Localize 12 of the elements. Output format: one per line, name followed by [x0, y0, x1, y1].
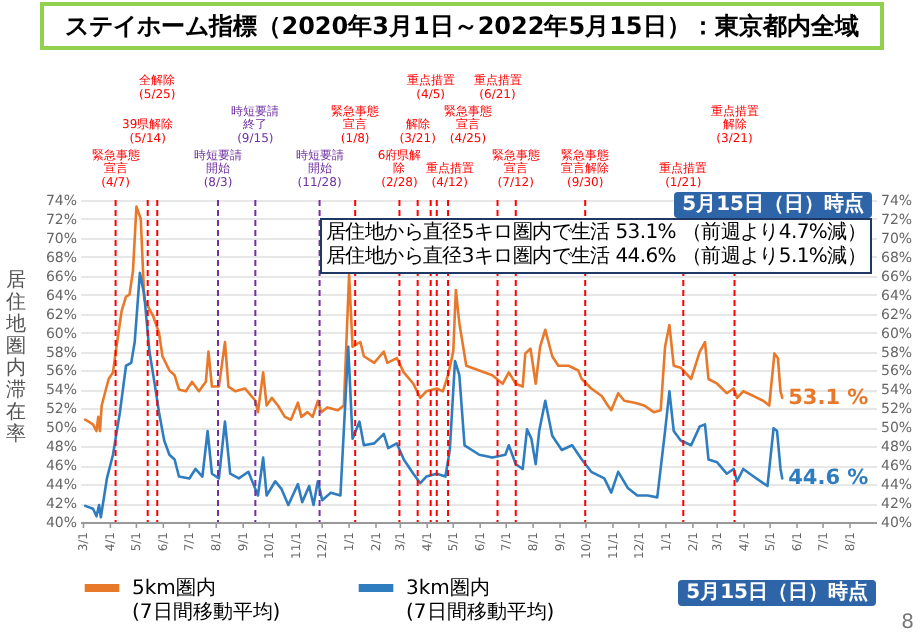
text: 8	[901, 612, 914, 634]
annotation: 53.1 %	[788, 385, 870, 410]
text: 5月15日（日）時点	[678, 580, 876, 606]
annotation: 居住地から直径5キロ圏内で生活 53.1% （前週より4.7%減）	[326, 222, 866, 245]
annotation: 5月15日（日）時点	[674, 192, 872, 218]
annotation: 44.6 %	[788, 466, 870, 491]
chart-title: ステイホーム指標（2020年3月1日～2022年5月15日）：東京都内全域	[40, 2, 884, 50]
y-axis-title: 居住地圏内滞在率	[6, 270, 28, 446]
legend-label: 3km圏内 (7日間移動平均)	[406, 576, 555, 624]
annotation: 居住地から直径3キロ圏内で生活 44.6% （前週より5.1%減）	[326, 246, 866, 270]
line-series	[83, 271, 784, 519]
legend-label: 5km圏内 (7日間移動平均)	[132, 576, 281, 624]
